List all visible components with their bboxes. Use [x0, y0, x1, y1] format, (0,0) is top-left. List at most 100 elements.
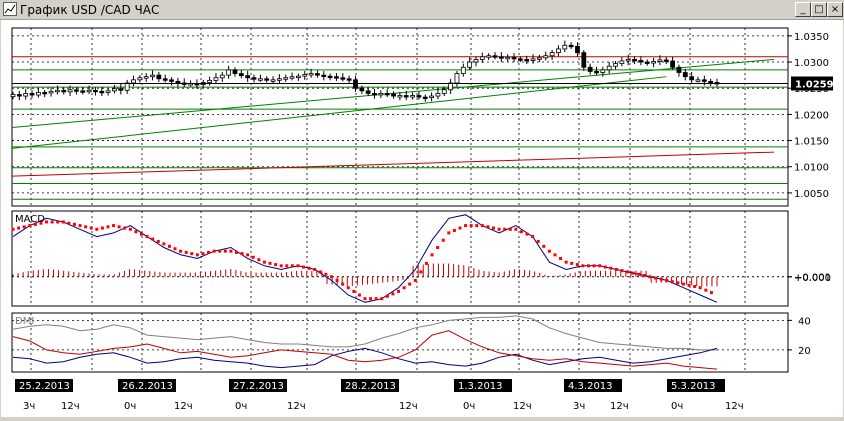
signal-dot — [648, 275, 652, 279]
indicator-title: MACD — [15, 214, 45, 225]
candle-body — [479, 56, 485, 60]
candle-body — [238, 73, 244, 77]
candle-body — [441, 89, 447, 94]
candle-body — [619, 60, 625, 65]
signal-dot — [290, 264, 294, 268]
candle-body — [682, 72, 688, 78]
signal-dot — [195, 253, 199, 257]
candle-body — [448, 82, 454, 91]
signal-dot — [581, 264, 585, 268]
signal-dot — [346, 286, 350, 290]
signal-dot — [28, 224, 32, 228]
chart-canvas[interactable]: 1.03501.03001.02501.02001.01501.01001.00… — [1, 20, 843, 417]
signal-dot — [207, 250, 211, 254]
signal-dot — [475, 224, 479, 228]
date-badge — [229, 379, 287, 392]
candle-body — [156, 74, 162, 80]
date-label: 1.3.2013 — [458, 381, 503, 392]
candle-body — [93, 89, 98, 93]
candle-body — [701, 79, 707, 82]
signal-dot — [665, 278, 669, 282]
signal-dot — [542, 244, 546, 248]
candle-body — [524, 59, 530, 62]
hour-label: 12ч — [61, 401, 80, 412]
signal-dot — [586, 264, 590, 268]
signal-dot — [413, 278, 417, 282]
chart-area: 1.03501.03001.02501.02001.01501.01001.00… — [1, 20, 843, 417]
chart-app-icon — [3, 2, 17, 16]
signal-dot — [335, 278, 339, 282]
y-tick-label: 1.0350 — [794, 32, 829, 43]
date-label: 25.2.2013 — [19, 381, 70, 392]
candle-body — [105, 90, 111, 93]
trend-line — [11, 151, 775, 177]
candle-body — [270, 79, 276, 82]
candle-body — [162, 78, 168, 81]
signal-dot — [234, 250, 238, 254]
maximize-button[interactable]: □ — [811, 2, 827, 17]
candle-body — [486, 55, 492, 58]
signal-dot — [201, 252, 205, 256]
panel-frame — [11, 312, 789, 373]
candle-body — [54, 89, 60, 93]
indicator-title: DMI — [15, 316, 34, 327]
candle-body — [467, 61, 473, 68]
signal-dot — [609, 266, 613, 270]
hour-label: 3ч — [573, 401, 585, 412]
candle-body — [606, 65, 612, 71]
signal-dot — [380, 297, 384, 301]
signal-dot — [112, 224, 116, 228]
panel-frame — [11, 27, 789, 207]
candle-body — [530, 58, 536, 61]
signal-dot — [620, 269, 624, 273]
candle-body — [67, 89, 73, 93]
candle-body — [35, 91, 41, 96]
signal-dot — [56, 220, 60, 224]
candle-body — [10, 94, 16, 97]
candle-body — [568, 44, 574, 48]
signal-dot — [659, 277, 663, 281]
signal-dot — [262, 260, 266, 264]
signal-dot — [497, 227, 501, 231]
signal-dot — [575, 263, 579, 267]
signal-dot — [570, 261, 574, 265]
signal-dot — [318, 270, 322, 274]
signal-dot — [279, 264, 283, 268]
candle-body — [397, 95, 403, 98]
signal-dot — [464, 224, 468, 228]
candle-body — [276, 78, 282, 81]
signal-dot — [503, 227, 507, 231]
signal-dot — [307, 266, 311, 270]
candle-body — [537, 57, 542, 60]
candle-body — [143, 76, 149, 79]
hour-label: 0ч — [463, 401, 475, 412]
candle-body — [137, 77, 143, 81]
signal-dot — [687, 283, 691, 287]
signal-dot — [486, 225, 490, 229]
signal-dot — [369, 297, 373, 301]
signal-dot — [89, 226, 93, 230]
y-tick-label: 1.0300 — [794, 58, 829, 69]
signal-dot — [173, 247, 177, 251]
current-price-label: 1.0259 — [795, 79, 834, 90]
signal-dot — [329, 275, 333, 279]
y-tick-label: 1.0150 — [794, 137, 829, 148]
close-button[interactable]: × — [827, 2, 843, 17]
signal-dot — [492, 226, 496, 230]
minimize-button[interactable]: _ — [795, 2, 811, 17]
candle-body — [283, 77, 289, 80]
candle-body — [651, 61, 656, 64]
y-tick-label: 1.0050 — [794, 189, 829, 200]
hour-label: 12ч — [174, 401, 193, 412]
candle-body — [353, 79, 358, 89]
signal-dot — [681, 282, 685, 286]
signal-dot — [229, 249, 233, 253]
current-price-badge — [791, 76, 833, 91]
signal-dot — [84, 225, 88, 229]
signal-dot — [117, 225, 121, 229]
candle-body — [492, 55, 498, 58]
candle-body — [644, 61, 650, 64]
candle-body — [676, 66, 682, 73]
series-line--di — [12, 330, 718, 370]
signal-dot — [296, 264, 300, 268]
